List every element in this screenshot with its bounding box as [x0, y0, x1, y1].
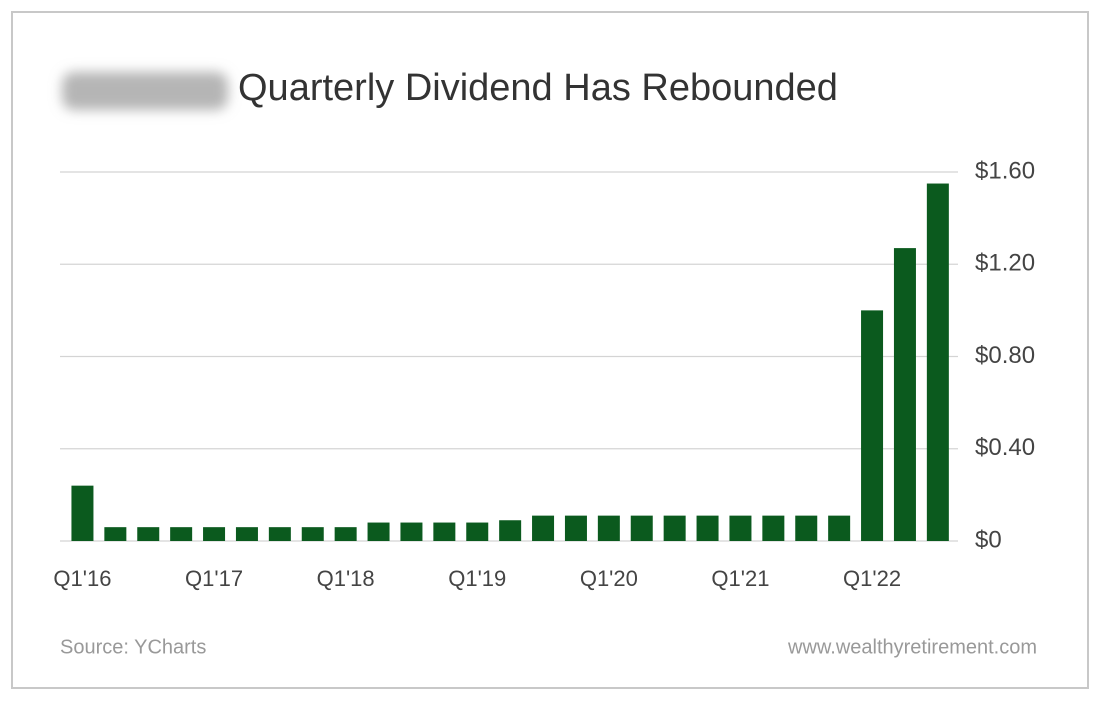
bar: [630, 515, 653, 541]
bar: [499, 520, 522, 541]
bar: [762, 515, 785, 541]
bar: [795, 515, 818, 541]
bar: [203, 527, 226, 541]
bar: [235, 527, 258, 541]
x-tick-label: Q1'22: [843, 566, 901, 591]
y-tick-label: $1.20: [975, 250, 1035, 277]
bar: [466, 522, 489, 541]
bar: [268, 527, 291, 541]
bar: [71, 485, 94, 541]
bar: [170, 527, 193, 541]
bar: [696, 515, 719, 541]
bar: [532, 515, 555, 541]
x-tick-label: Q1'20: [580, 566, 638, 591]
x-tick-label: Q1'16: [53, 566, 111, 591]
frame: [11, 11, 1089, 689]
y-tick-label: $0.80: [975, 342, 1035, 369]
blurred-name: [62, 72, 228, 110]
bar: [893, 248, 916, 541]
bar: [663, 515, 686, 541]
bar: [334, 527, 357, 541]
y-tick-label: $0.40: [975, 434, 1035, 461]
x-tick-label: Q1'19: [448, 566, 506, 591]
bar: [861, 310, 884, 541]
x-tick-label: Q1'17: [185, 566, 243, 591]
x-tick-label: Q1'18: [317, 566, 375, 591]
chart-title: Quarterly Dividend Has Rebounded: [238, 67, 838, 109]
x-tick-label: Q1'21: [711, 566, 769, 591]
y-tick-label: $0: [975, 526, 1002, 553]
bar: [729, 515, 752, 541]
website: www.wealthyretirement.com: [787, 636, 1037, 658]
y-tick-label: $1.60: [975, 157, 1035, 184]
bar: [104, 527, 127, 541]
bar: [301, 527, 324, 541]
source: Source: YCharts: [60, 636, 206, 658]
bar: [597, 515, 620, 541]
bar: [367, 522, 390, 541]
bar: [400, 522, 423, 541]
bar: [137, 527, 160, 541]
bar: [433, 522, 456, 541]
bar: [564, 515, 587, 541]
bar: [828, 515, 851, 541]
bar: [926, 183, 949, 541]
